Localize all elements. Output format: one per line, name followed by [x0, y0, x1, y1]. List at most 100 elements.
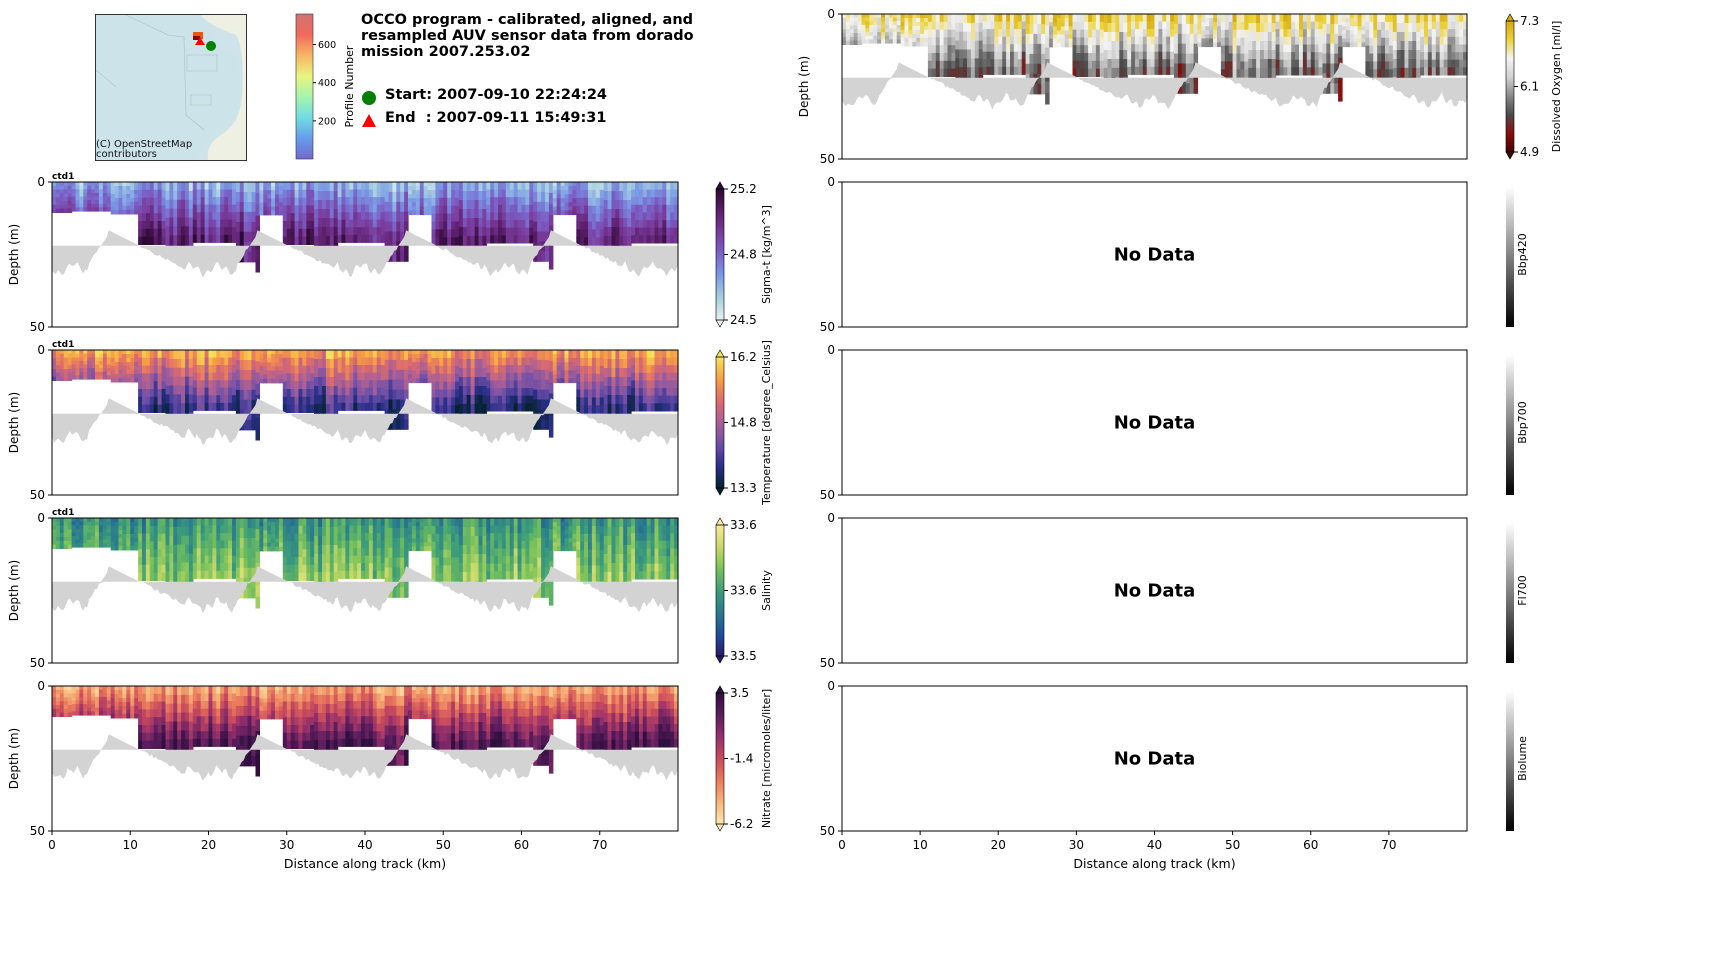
section-cell	[157, 205, 163, 214]
section-cell	[228, 402, 233, 411]
section-cell	[599, 229, 605, 238]
section-cell	[556, 702, 562, 707]
section-cell	[650, 357, 656, 366]
section-cell	[220, 189, 225, 198]
section-cell	[188, 217, 194, 227]
section-cell	[294, 228, 300, 238]
section-cell	[529, 548, 534, 557]
section-cell	[212, 212, 217, 221]
section-cell	[482, 571, 487, 582]
section-cell	[392, 705, 397, 717]
section-cell	[494, 235, 499, 244]
section-cell	[419, 362, 425, 367]
section-cell	[674, 204, 679, 213]
section-cell	[455, 237, 460, 246]
section-cell	[451, 709, 456, 719]
section-cell	[145, 709, 151, 718]
section-cell	[145, 365, 151, 374]
section-cell	[95, 532, 100, 537]
section-cell	[525, 540, 530, 549]
section-cell	[110, 694, 116, 699]
section-cell	[75, 711, 80, 716]
section-cell	[392, 537, 397, 549]
section-cell	[306, 557, 311, 566]
section-cell	[192, 570, 198, 579]
section-cell	[181, 712, 186, 723]
section-cell	[552, 534, 558, 539]
section-cell	[584, 189, 589, 199]
section-cell	[451, 229, 456, 238]
section-cell	[623, 571, 628, 582]
section-cell	[126, 530, 131, 535]
section-cell	[411, 206, 417, 212]
section-cell	[271, 190, 276, 195]
section-cell	[427, 706, 433, 711]
section-cell	[533, 379, 538, 391]
section-cell	[302, 564, 307, 574]
section-cell	[474, 739, 480, 750]
section-cell	[372, 365, 378, 374]
section-cell	[611, 200, 616, 210]
section-cell	[576, 221, 581, 230]
section-cell	[196, 555, 202, 564]
section-cell	[286, 564, 292, 574]
section-cell	[290, 693, 296, 703]
section-cell	[674, 571, 679, 580]
section-cell	[165, 686, 170, 696]
section-cell	[357, 555, 362, 564]
section-cell	[302, 732, 307, 742]
section-cell	[458, 368, 464, 378]
section-cell	[353, 357, 358, 366]
section-cell	[235, 201, 241, 213]
section-cell	[556, 686, 562, 691]
section-cell	[455, 686, 460, 695]
section-cell	[247, 705, 253, 717]
section-cell	[224, 212, 229, 221]
section-cell	[67, 540, 73, 546]
section-cell	[591, 549, 597, 559]
section-cell	[521, 693, 526, 702]
section-cell	[451, 397, 456, 406]
section-cell	[83, 707, 88, 712]
section-cell	[552, 530, 558, 535]
section-cell	[462, 182, 468, 192]
section-cell	[490, 701, 495, 710]
section-cell	[486, 227, 491, 236]
section-cell	[282, 725, 288, 734]
section-cell	[439, 357, 444, 367]
section-cell	[521, 518, 526, 527]
section-cell	[79, 207, 84, 212]
section-cell	[435, 373, 440, 383]
section-cell	[314, 739, 319, 750]
section-cell	[521, 525, 526, 534]
section-cell	[521, 701, 526, 710]
section-cell	[267, 210, 272, 216]
section-cell	[322, 359, 327, 369]
section-cell	[666, 365, 671, 374]
section-cell	[588, 397, 593, 406]
section-cell	[243, 567, 249, 579]
section-cell	[239, 547, 245, 559]
section-cell	[302, 518, 307, 527]
section-cell	[122, 702, 127, 707]
section-cell	[623, 563, 628, 573]
section-cell	[91, 207, 96, 212]
section-cell	[470, 545, 476, 555]
section-cell	[345, 563, 350, 572]
section-cell	[470, 518, 476, 528]
section-cell	[220, 716, 225, 725]
section-cell	[431, 701, 436, 711]
section-cell	[611, 209, 616, 219]
section-cell	[181, 358, 186, 369]
section-cell	[173, 235, 178, 245]
section-cell	[404, 587, 409, 598]
section-cell	[666, 533, 671, 542]
section-cell	[228, 227, 233, 236]
section-cell	[642, 227, 648, 236]
section-cell	[153, 717, 159, 726]
section-cell	[415, 358, 421, 363]
section-cell	[216, 387, 221, 396]
section-cell	[302, 221, 307, 230]
section-cell	[638, 227, 644, 236]
section-cell	[615, 191, 620, 201]
